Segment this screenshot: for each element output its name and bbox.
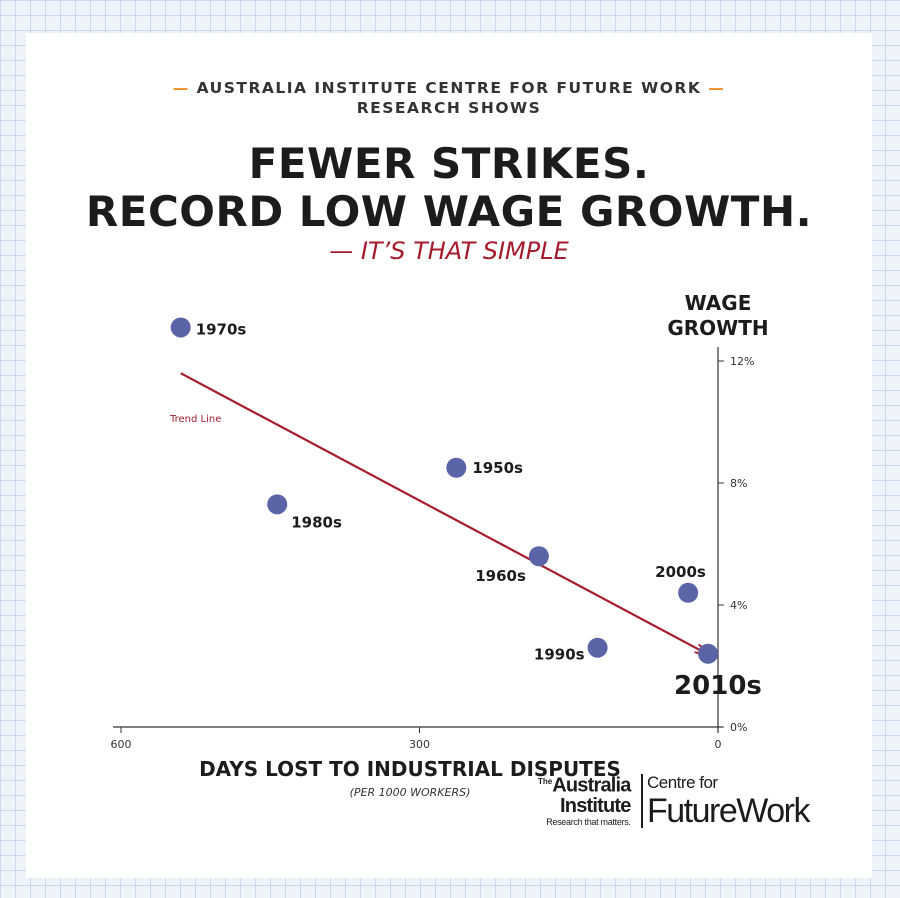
centre-for-future-work-logo: Centre for FutureWork — [647, 773, 810, 830]
headline-line-2: RECORD LOW WAGE GROWTH. — [85, 187, 813, 236]
trend-line — [180, 372, 705, 653]
y-tick-label: 12% — [730, 355, 754, 368]
logo-divider — [641, 774, 643, 828]
data-point-label: 1980s — [291, 513, 342, 531]
subhead: — IT’S THAT SIMPLE — [329, 237, 569, 265]
kicker-text: AUSTRALIA INSTITUTE CENTRE FOR FUTURE WO… — [196, 79, 702, 97]
data-point-label: 1960s — [475, 567, 526, 585]
data-point-2000s — [678, 582, 699, 603]
kicker-line-1: — AUSTRALIA INSTITUTE CENTRE FOR FUTURE … — [26, 78, 872, 98]
kicker-line-2: RESEARCH SHOWS — [356, 99, 542, 117]
x-axis-label: DAYS LOST TO INDUSTRIAL DISPUTES — [199, 757, 621, 781]
x-tick-label: 0 — [715, 738, 722, 751]
data-point-1980s — [267, 494, 288, 515]
x-axis-sublabel: (PER 1000 WORKERS) — [350, 786, 471, 799]
x-tick-label: 600 — [111, 738, 132, 751]
data-point-label: 2010s — [674, 671, 762, 701]
kicker-dash-right: — — [708, 79, 726, 97]
data-point-2010s — [698, 643, 719, 664]
infographic-card: — AUSTRALIA INSTITUTE CENTRE FOR FUTURE … — [26, 33, 872, 878]
headline-line-1: FEWER STRIKES. — [248, 139, 650, 188]
data-point-label: 1970s — [196, 320, 247, 338]
kicker-dash-left: — — [172, 79, 190, 97]
y-tick-label: 0% — [730, 721, 747, 734]
data-points: 1970s 1950s 1980s 1960s 2000s 1990s 2010s — [170, 317, 762, 701]
data-point-1950s — [446, 457, 467, 478]
data-point-1970s — [170, 317, 191, 338]
x-tick-label: 300 — [409, 738, 430, 751]
trend-line-label: Trend Line — [169, 414, 221, 425]
data-point-1960s — [528, 546, 549, 567]
australia-institute-logo: TheAustralia Institute Research that mat… — [538, 774, 631, 827]
data-point-1990s — [587, 637, 608, 658]
axis-ticks: 600 300 0 12% 8% 4% 0% — [111, 355, 755, 751]
y-axis-label-line-1: WAGE — [685, 291, 752, 315]
y-tick-label: 8% — [730, 477, 747, 490]
data-point-label: 2000s — [655, 563, 706, 581]
y-axis-label-line-2: GROWTH — [667, 316, 768, 340]
data-point-label: 1950s — [472, 459, 523, 477]
data-point-label: 1990s — [534, 646, 585, 664]
y-tick-label: 4% — [730, 599, 747, 612]
